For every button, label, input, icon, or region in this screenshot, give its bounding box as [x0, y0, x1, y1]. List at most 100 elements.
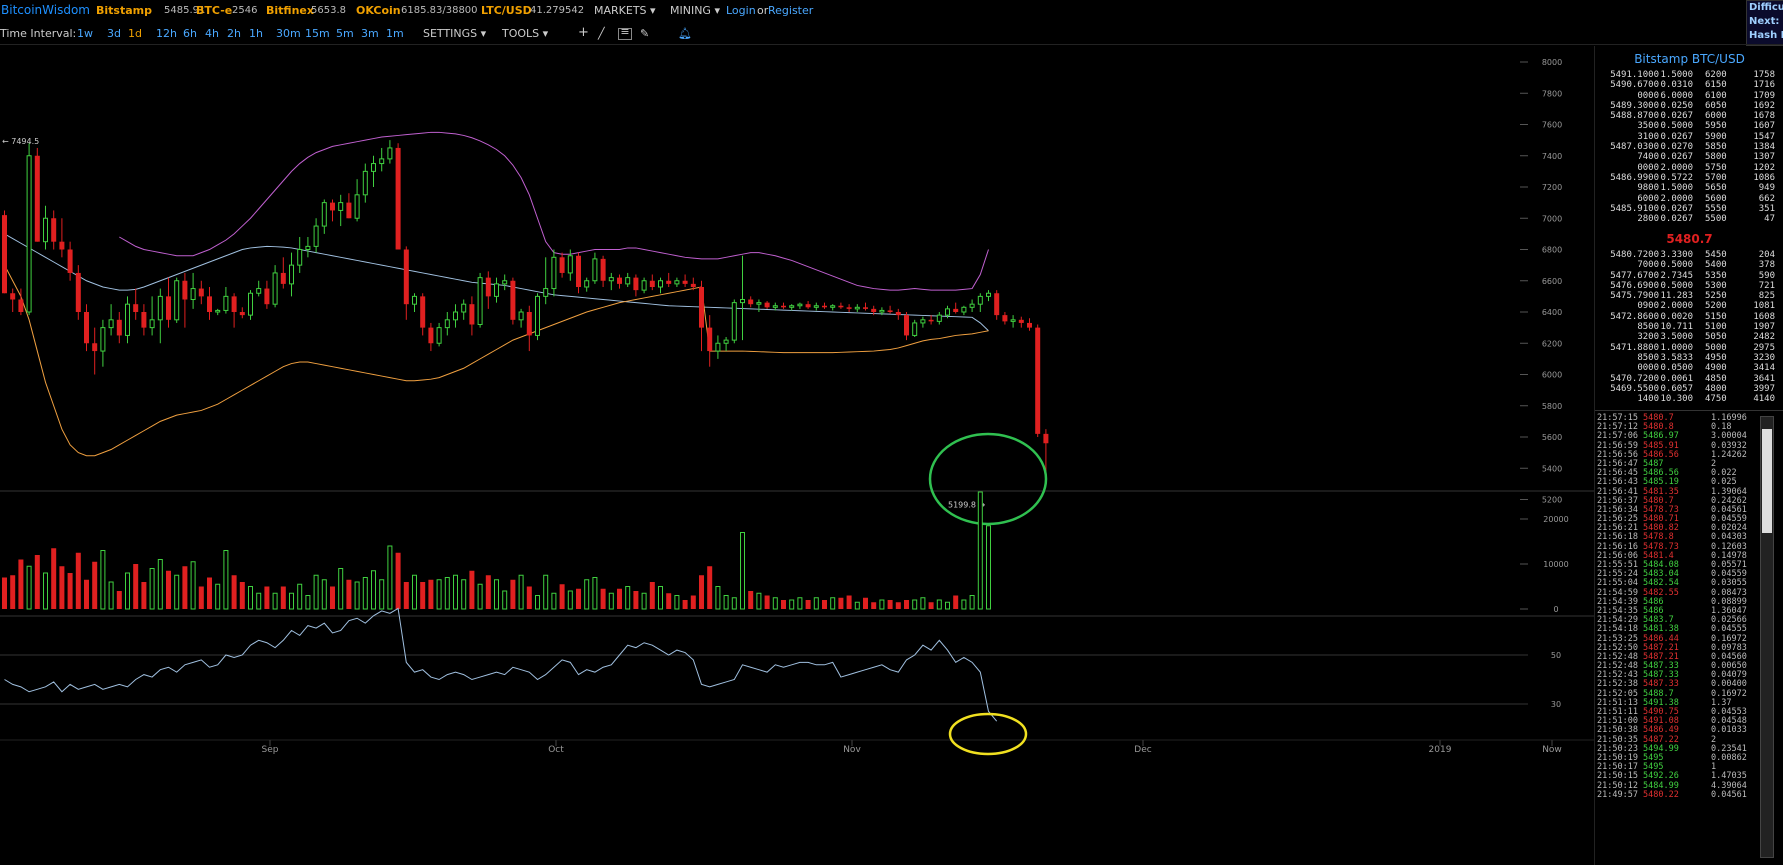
- crosshair-icon[interactable]: +: [578, 25, 589, 40]
- orderbook-depth-price: 5100: [1705, 322, 1727, 333]
- ticker-ltcusd-name[interactable]: LTC/USD: [481, 4, 532, 17]
- orderbook-amount: 0.0020: [1660, 311, 1693, 322]
- volume-bar: [157, 559, 163, 610]
- price-tick-label: 6000: [1542, 371, 1562, 380]
- trade-price: 5487: [1643, 458, 1664, 469]
- candle-body: [100, 327, 106, 352]
- candle-body: [576, 255, 581, 287]
- draw-tool-icon[interactable]: ✎: [640, 27, 650, 40]
- candle-body: [207, 296, 212, 312]
- top-bar: BitcoinWisdom Bitstamp 5485.91 BTC-e 254…: [0, 0, 1783, 22]
- candle-body: [190, 288, 196, 300]
- orderbook-depth-price: 5550: [1705, 203, 1727, 214]
- interval-1h[interactable]: 1h: [249, 27, 263, 40]
- trade-price: 5486.97: [1643, 431, 1679, 442]
- trade-row: 21:50:17 5495 1: [1595, 763, 1767, 772]
- interval-4h[interactable]: 4h: [205, 27, 219, 40]
- trade-price: 5478.73: [1643, 541, 1679, 552]
- hashrate-label: Hash R: [1749, 30, 1783, 41]
- candle-body: [895, 312, 901, 316]
- bell-icon[interactable]: 🔔︎: [678, 27, 692, 40]
- interval-1w[interactable]: 1w: [77, 27, 93, 40]
- volume-bar: [961, 599, 967, 610]
- horizontal-lines-icon[interactable]: ≡: [618, 26, 632, 40]
- trade-amount: 1: [1711, 762, 1717, 773]
- line-tool-icon[interactable]: ╱: [598, 27, 605, 40]
- trades-scrollbar[interactable]: [1760, 416, 1774, 858]
- volume-bar: [379, 579, 385, 610]
- interval-3m[interactable]: 3m: [361, 27, 379, 40]
- orderbook-amount: 0.0500: [1660, 363, 1693, 374]
- trade-time: 21:56:25: [1597, 514, 1638, 525]
- candle-body: [1043, 433, 1049, 444]
- orderbook-depth-price: 4850: [1705, 373, 1727, 384]
- trade-row: 21:52:43 5487.33 0.04079: [1595, 671, 1767, 680]
- interval-12h[interactable]: 12h: [156, 27, 177, 40]
- ticker-okcoin-name[interactable]: OKCoin: [356, 4, 401, 17]
- orderbook-price: 3500: [1637, 121, 1659, 132]
- trade-amount: 1.47035: [1711, 771, 1747, 782]
- brand-logo[interactable]: BitcoinWisdom: [1, 3, 90, 17]
- trade-price: 5480.82: [1643, 523, 1679, 534]
- trade-amount: 1.24262: [1711, 449, 1747, 460]
- rsi-tick-label: 50: [1551, 651, 1561, 660]
- trade-amount: 0.04560: [1711, 651, 1747, 662]
- register-link[interactable]: Register: [768, 4, 814, 17]
- trade-row: 21:54:35 5486 1.36047: [1595, 606, 1767, 616]
- trade-row: 21:50:12 5484.99 4.39064: [1595, 781, 1767, 791]
- login-link[interactable]: Login: [726, 4, 756, 17]
- trade-amount: 0.04548: [1711, 716, 1747, 727]
- orderbook-amount: 2.0000: [1660, 193, 1693, 204]
- trade-amount: 3.00004: [1711, 431, 1747, 442]
- orderbook-depth-total: 4140: [1753, 394, 1775, 405]
- volume-bar: [781, 600, 786, 609]
- trade-price: 5487.33: [1643, 670, 1679, 681]
- candle-body: [608, 277, 614, 282]
- price-chart[interactable]: 5200 5400 5600 5800 6000 6200 6400 6600 6800 7000…: [0, 46, 1594, 865]
- orderbook-amount: 6.0000: [1660, 90, 1693, 101]
- interval-2h[interactable]: 2h: [227, 27, 241, 40]
- orderbook-row: 5491.1000 1.5000 6200 1758: [1595, 70, 1783, 80]
- orderbook-amount: 2.0000: [1660, 301, 1693, 312]
- tools-menu[interactable]: TOOLS ▾: [502, 27, 548, 40]
- trade-price: 5491.08: [1643, 716, 1679, 727]
- orderbook-depth-price: 5150: [1705, 311, 1727, 322]
- interval-1d[interactable]: 1d: [128, 27, 142, 40]
- orderbook-price: 0900: [1637, 301, 1659, 312]
- candle-body: [830, 305, 836, 308]
- interval-15m[interactable]: 15m: [305, 27, 330, 40]
- settings-menu[interactable]: SETTINGS ▾: [423, 27, 486, 40]
- price-tick-label: 5600: [1542, 433, 1562, 442]
- candle-body: [625, 277, 631, 285]
- trade-row: 21:50:15 5492.26 1.47035: [1595, 772, 1767, 781]
- candle-body: [477, 277, 483, 325]
- scrollbar-thumb[interactable]: [1762, 429, 1772, 533]
- candle-body: [567, 255, 573, 274]
- or-text: or: [757, 4, 769, 17]
- orderbook-depth-total: 1907: [1753, 322, 1775, 333]
- interval-5m[interactable]: 5m: [336, 27, 354, 40]
- mining-menu[interactable]: MINING ▾: [670, 4, 720, 17]
- volume-bar: [666, 593, 672, 609]
- trade-row: 21:56:45 5486.56 0.022: [1595, 469, 1767, 478]
- interval-3d[interactable]: 3d: [107, 27, 121, 40]
- volume-bar: [854, 601, 860, 610]
- interval-30m[interactable]: 30m: [276, 27, 301, 40]
- orderbook-price: 6000: [1637, 193, 1659, 204]
- orderbook-depth-total: 3641: [1753, 373, 1775, 384]
- volume-bar: [797, 597, 803, 610]
- trade-time: 21:56:18: [1597, 532, 1638, 543]
- interval-1m[interactable]: 1m: [386, 27, 404, 40]
- candle-body: [838, 305, 844, 308]
- trade-price: 5487.33: [1643, 679, 1679, 690]
- trade-amount: 0.00400: [1711, 679, 1747, 690]
- candle-body: [600, 258, 606, 281]
- orderbook-price: 5489.3000: [1610, 100, 1659, 111]
- ticker-bitfinex-name[interactable]: Bitfinex: [266, 4, 314, 17]
- trade-amount: 0.02566: [1711, 615, 1747, 626]
- ticker-bitstamp-name[interactable]: Bitstamp: [96, 4, 152, 17]
- ticker-btce-name[interactable]: BTC-e: [196, 4, 233, 17]
- markets-menu[interactable]: MARKETS ▾: [594, 4, 656, 17]
- interval-6h[interactable]: 6h: [183, 27, 197, 40]
- orderbook-depth-price: 6150: [1705, 80, 1727, 91]
